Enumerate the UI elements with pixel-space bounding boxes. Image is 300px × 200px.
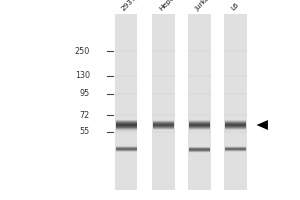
Bar [116,127,136,128]
Bar [116,129,136,130]
Bar [225,123,246,124]
Bar [116,126,136,127]
Bar [153,123,174,124]
Bar [116,124,136,125]
Bar [225,129,246,130]
Bar [189,128,210,129]
Bar [116,150,136,151]
Bar [110,14,252,190]
Bar [189,147,210,148]
Bar [153,124,174,125]
Bar [116,125,136,126]
Bar [116,122,136,123]
Bar [116,151,136,152]
Bar [189,151,210,152]
Bar [116,128,136,129]
Bar [189,152,210,153]
Bar [189,127,210,128]
Text: 250: 250 [75,46,90,55]
Bar [153,126,174,127]
Bar [116,149,136,150]
Bar [152,14,175,190]
Bar [188,14,211,190]
Bar [153,129,174,130]
Bar [153,120,174,121]
Bar [189,149,210,150]
Bar [225,124,246,125]
Text: 55: 55 [80,128,90,136]
Bar [189,123,210,124]
Bar [116,148,136,149]
Bar [153,127,174,128]
Bar [116,146,136,147]
Bar [153,125,174,126]
Bar [116,119,136,120]
Bar [225,126,246,127]
Bar [189,148,210,149]
Bar [225,128,246,129]
Bar [189,126,210,127]
Polygon shape [256,120,268,130]
Bar [116,147,136,148]
Bar [153,122,174,123]
Bar [225,125,246,126]
Bar [189,150,210,151]
Bar [189,121,210,122]
Text: 95: 95 [80,90,90,98]
Bar [225,122,246,123]
Bar [153,121,174,122]
Bar [116,121,136,122]
Bar [189,129,210,130]
Bar [189,124,210,125]
Bar [116,120,136,121]
Bar [189,120,210,121]
Text: 72: 72 [80,110,90,119]
Bar [225,120,246,121]
Bar [116,123,136,124]
Text: HepG2: HepG2 [158,0,180,12]
Text: 293T/17: 293T/17 [120,0,146,12]
Bar [224,14,247,190]
Text: 130: 130 [75,72,90,80]
Bar [115,14,137,190]
Text: Jurkat: Jurkat [194,0,213,12]
Text: L6: L6 [230,2,240,12]
Bar [225,121,246,122]
Bar [225,127,246,128]
Bar [189,125,210,126]
Bar [153,128,174,129]
Bar [189,122,210,123]
